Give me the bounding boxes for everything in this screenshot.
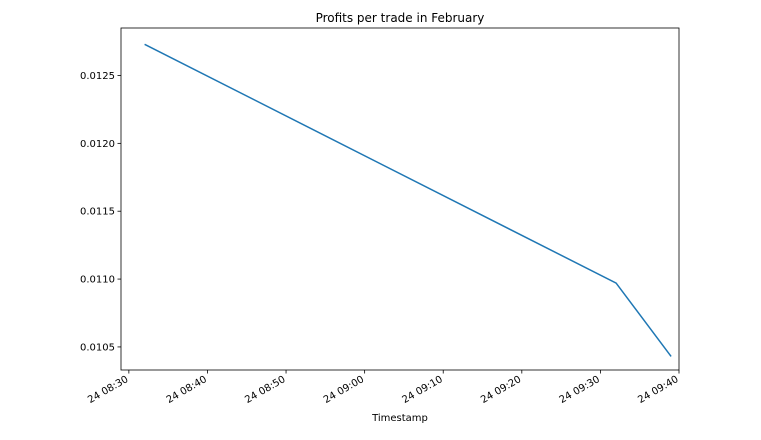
y-tick-label: 0.0120 [80,139,115,150]
series-layer [144,43,672,357]
x-tick-label: 24 09:30 [558,374,602,406]
x-tick-label: 24 09:40 [636,374,680,406]
series-line [144,43,672,357]
x-tick-label: 24 09:00 [322,374,366,406]
x-tick-label: 24 09:10 [400,374,444,406]
x-tick-label: 24 08:40 [165,374,209,406]
chart-title: Profits per trade in February [316,11,485,25]
x-tick-label: 24 09:20 [479,374,523,406]
y-tick-label: 0.0125 [80,71,115,82]
y-tick-label: 0.0110 [80,275,115,286]
plot-area [120,27,680,371]
x-tick-label: 24 08:50 [243,374,287,406]
y-axis: 0.0105 0.0110 0.0115 0.0120 0.0125 [80,71,121,353]
y-tick-label: 0.0105 [80,342,115,353]
x-tick-label: 24 08:30 [86,374,130,406]
x-axis: 24 08:30 24 08:40 24 08:50 24 09:00 24 09:10… [86,370,681,406]
y-tick-label: 0.0115 [80,207,115,218]
x-axis-label: Timestamp [371,413,428,424]
